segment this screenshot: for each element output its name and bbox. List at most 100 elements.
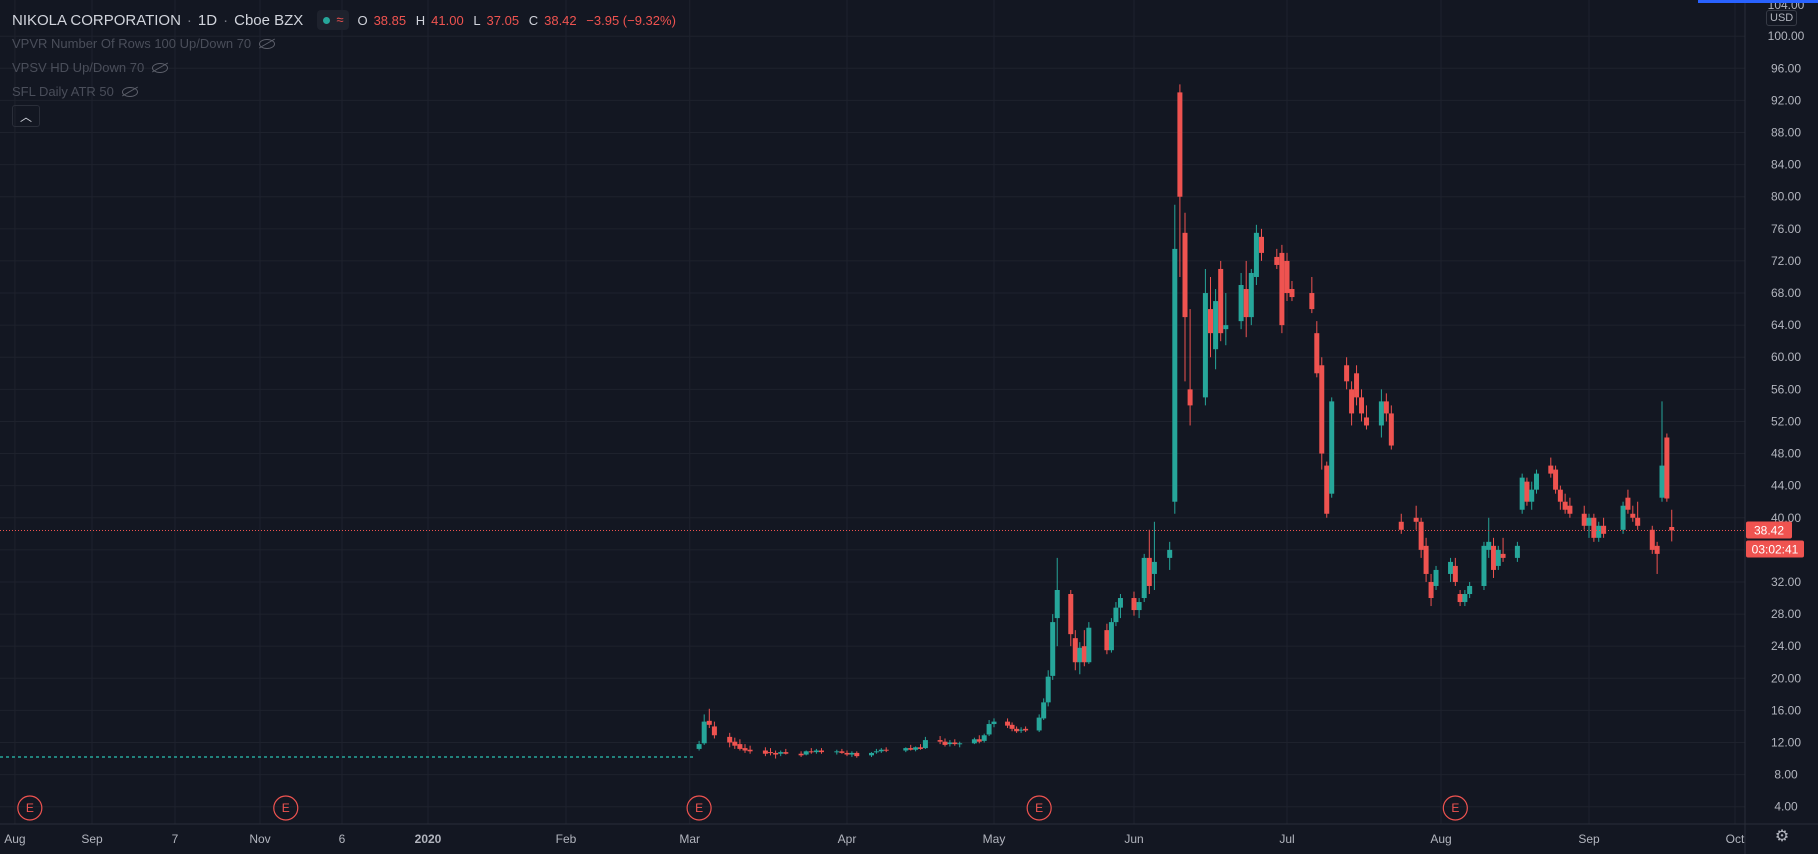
candle-body	[1630, 513, 1636, 518]
candle-body	[1274, 256, 1280, 265]
candle-body	[1141, 557, 1147, 599]
candle-body	[1359, 397, 1365, 414]
candle-body	[1081, 646, 1087, 663]
symbol-name[interactable]: NIKOLA CORPORATION	[12, 11, 181, 29]
candle-body	[727, 736, 733, 743]
candle-body	[1363, 417, 1369, 426]
price-tick-label: 8.00	[1774, 768, 1798, 782]
candle-body	[1329, 401, 1335, 494]
chevron-up-icon: ︿	[19, 109, 32, 124]
candle-body	[854, 752, 860, 757]
price-tick-label: 44.00	[1771, 479, 1801, 493]
candle-body	[778, 752, 784, 754]
eye-hidden-icon[interactable]	[152, 62, 169, 73]
candle-body	[957, 743, 963, 745]
candle-body	[947, 742, 953, 745]
candle-body	[1014, 728, 1020, 732]
price-tick-label: 16.00	[1771, 703, 1801, 717]
candle-body	[798, 753, 804, 756]
candle-body	[1529, 489, 1535, 502]
candle-body	[1448, 561, 1454, 574]
candle-body	[839, 751, 845, 753]
candle-body	[1354, 373, 1360, 398]
price-tick-label: 56.00	[1771, 382, 1801, 396]
candle-body	[1077, 647, 1083, 663]
indicator-atr[interactable]: SFL Daily ATR 50	[12, 84, 138, 99]
exchange-label: Cboe BZX	[234, 11, 304, 29]
last-price-value: 38.42	[1754, 523, 1784, 537]
candle-body	[1581, 513, 1587, 526]
candle-body	[706, 720, 712, 725]
top-accent-bar	[1698, 0, 1818, 3]
candle-body	[1625, 497, 1631, 510]
candle-body	[922, 740, 928, 749]
price-tick-label-top: 104.00	[1768, 0, 1805, 12]
candle-body	[873, 751, 879, 753]
collapse-legend-button[interactable]: ︿	[12, 105, 40, 127]
candle-body	[1314, 333, 1320, 374]
symbol-legend: NIKOLA CORPORATION · 1D · Cboe BZX ≈ O 38…	[12, 10, 682, 30]
price-tick-label: 40.00	[1771, 511, 1801, 525]
candle-body	[742, 748, 748, 751]
price-tick-label: 20.00	[1771, 671, 1801, 685]
time-axis[interactable]: Aug Sep 7 Nov 6 2020 Feb Mar Apr May Jun Jul Aug Sep O…	[4, 832, 1745, 846]
candle-body	[878, 749, 884, 752]
indicator-vpsv[interactable]: VPSV HD Up/Down 70	[12, 60, 169, 75]
candle-body	[937, 740, 943, 742]
realtime-wave-icon: ≈	[336, 12, 344, 27]
candle-body	[1086, 627, 1092, 663]
candle-body	[1223, 325, 1229, 330]
ohlc-values: O 38.85 H 41.00 L 37.05 C 38.42 −3.95 (−9.32…	[357, 13, 681, 28]
candle-body	[1151, 561, 1157, 574]
indicator-vpvr[interactable]: VPVR Number Of Rows 100 Up/Down 70	[12, 36, 276, 51]
interval-label[interactable]: 1D	[197, 11, 218, 29]
candle-body	[1553, 469, 1559, 490]
candle-body	[1514, 545, 1520, 558]
time-tick-label: 7	[172, 832, 179, 846]
candle-body	[1036, 717, 1042, 731]
candle-body	[768, 752, 773, 754]
earnings-marker: E	[1026, 795, 1052, 821]
candle-body	[1486, 541, 1492, 550]
candle-body	[1279, 252, 1285, 326]
low-value: 37.05	[486, 12, 520, 28]
candle-body	[1023, 728, 1029, 731]
candle-body	[1045, 676, 1051, 703]
market-status[interactable]: ≈	[317, 10, 350, 30]
price-tick-label: 60.00	[1771, 350, 1801, 364]
price-tick-label: 24.00	[1771, 639, 1801, 653]
time-tick-label: Nov	[249, 832, 270, 846]
candle-body	[1635, 517, 1641, 526]
candle-body	[1041, 702, 1047, 719]
candle-body	[1557, 489, 1563, 502]
candle-body	[747, 749, 753, 752]
eye-hidden-icon[interactable]	[121, 86, 138, 97]
candle-body	[1018, 729, 1024, 731]
currency-label[interactable]: USD	[1766, 10, 1798, 26]
earnings-marker-circle	[273, 795, 299, 821]
candle-body	[1462, 594, 1468, 603]
candle-body	[869, 752, 874, 756]
gear-icon[interactable]: ⚙	[1774, 828, 1790, 845]
time-tick-label: Jul	[1279, 832, 1294, 846]
candle-body	[1457, 594, 1463, 603]
earnings-marker-label: E	[695, 801, 703, 815]
candle-body	[1591, 517, 1597, 538]
candle-body	[1213, 301, 1219, 350]
candle-body	[1481, 545, 1487, 586]
eye-hidden-icon[interactable]	[259, 38, 276, 49]
earnings-marker-label: E	[26, 801, 34, 815]
indicator-label: SFL Daily ATR 50	[12, 84, 114, 99]
candle-body	[1344, 365, 1350, 382]
earnings-marker-label: E	[282, 801, 290, 815]
candle-body	[783, 752, 789, 754]
candle-body	[803, 751, 809, 755]
candle-body	[1495, 549, 1501, 566]
high-label: H	[415, 12, 426, 28]
candle-body	[1388, 413, 1394, 446]
candle-body	[1108, 622, 1114, 651]
price-tick-label: 80.00	[1771, 190, 1801, 204]
candle-body	[762, 750, 768, 754]
